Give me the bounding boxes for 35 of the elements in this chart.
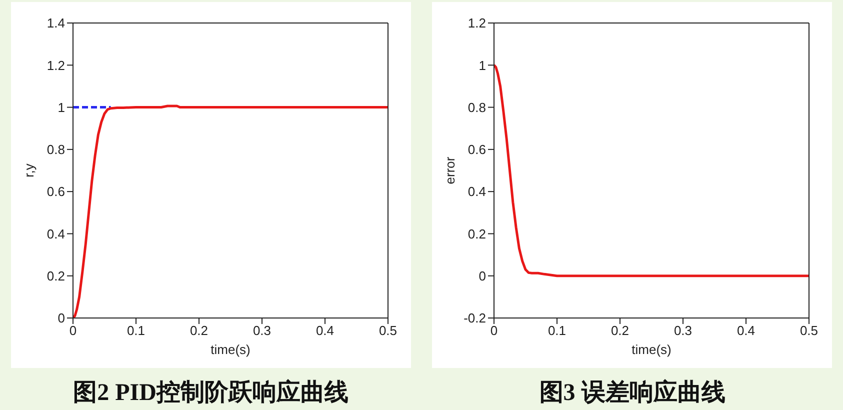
y-tick-label: 0.8: [468, 100, 486, 115]
x-tick-label: 0.1: [126, 323, 145, 338]
y-tick-label: 0.2: [46, 268, 65, 284]
y-tick-label: 0: [58, 310, 65, 326]
y-axis-title: error: [442, 156, 458, 184]
y-tick-label: -0.2: [464, 310, 486, 326]
x-tick-label: 0: [69, 323, 76, 338]
y-tick-label: 0.8: [46, 142, 65, 158]
line-series: [494, 64, 810, 278]
text: 图3 误差响应曲线: [539, 378, 726, 408]
y-tick-label: 0.6: [468, 142, 486, 158]
y-tick-label: 1.2: [468, 16, 486, 31]
x-tick-label: 0.2: [611, 323, 630, 338]
x-tick-label: 0.5: [800, 323, 818, 338]
x-axis-title: time(s): [632, 342, 672, 357]
y-tick-label: 0: [479, 268, 486, 284]
x-tick-label: 0.1: [548, 323, 566, 338]
x-tick-label: 0.4: [316, 323, 334, 338]
x-axis-title: time(s): [210, 342, 250, 357]
y-tick-label: 0.4: [468, 184, 486, 200]
y-tick-label: 0.6: [46, 184, 65, 200]
text: 图2 PID控制阶跃响应曲线: [73, 378, 348, 408]
x-tick-label: 0: [490, 323, 498, 338]
x-tick-label: 0.5: [378, 323, 397, 338]
y-tick-label: 0.4: [46, 226, 65, 242]
y-tick-label: 1: [479, 58, 486, 73]
x-tick-label: 0.3: [674, 323, 692, 338]
y-tick-label: 1.2: [46, 58, 65, 73]
x-tick-label: 0.2: [190, 323, 208, 338]
y-tick-label: 0.2: [468, 226, 486, 242]
y-tick-label: 1.4: [46, 16, 65, 31]
y-axis-title: r,y: [21, 163, 36, 178]
y-tick-label: 1: [58, 100, 65, 115]
x-tick-label: 0.4: [737, 323, 756, 338]
x-tick-label: 0.3: [252, 323, 271, 338]
